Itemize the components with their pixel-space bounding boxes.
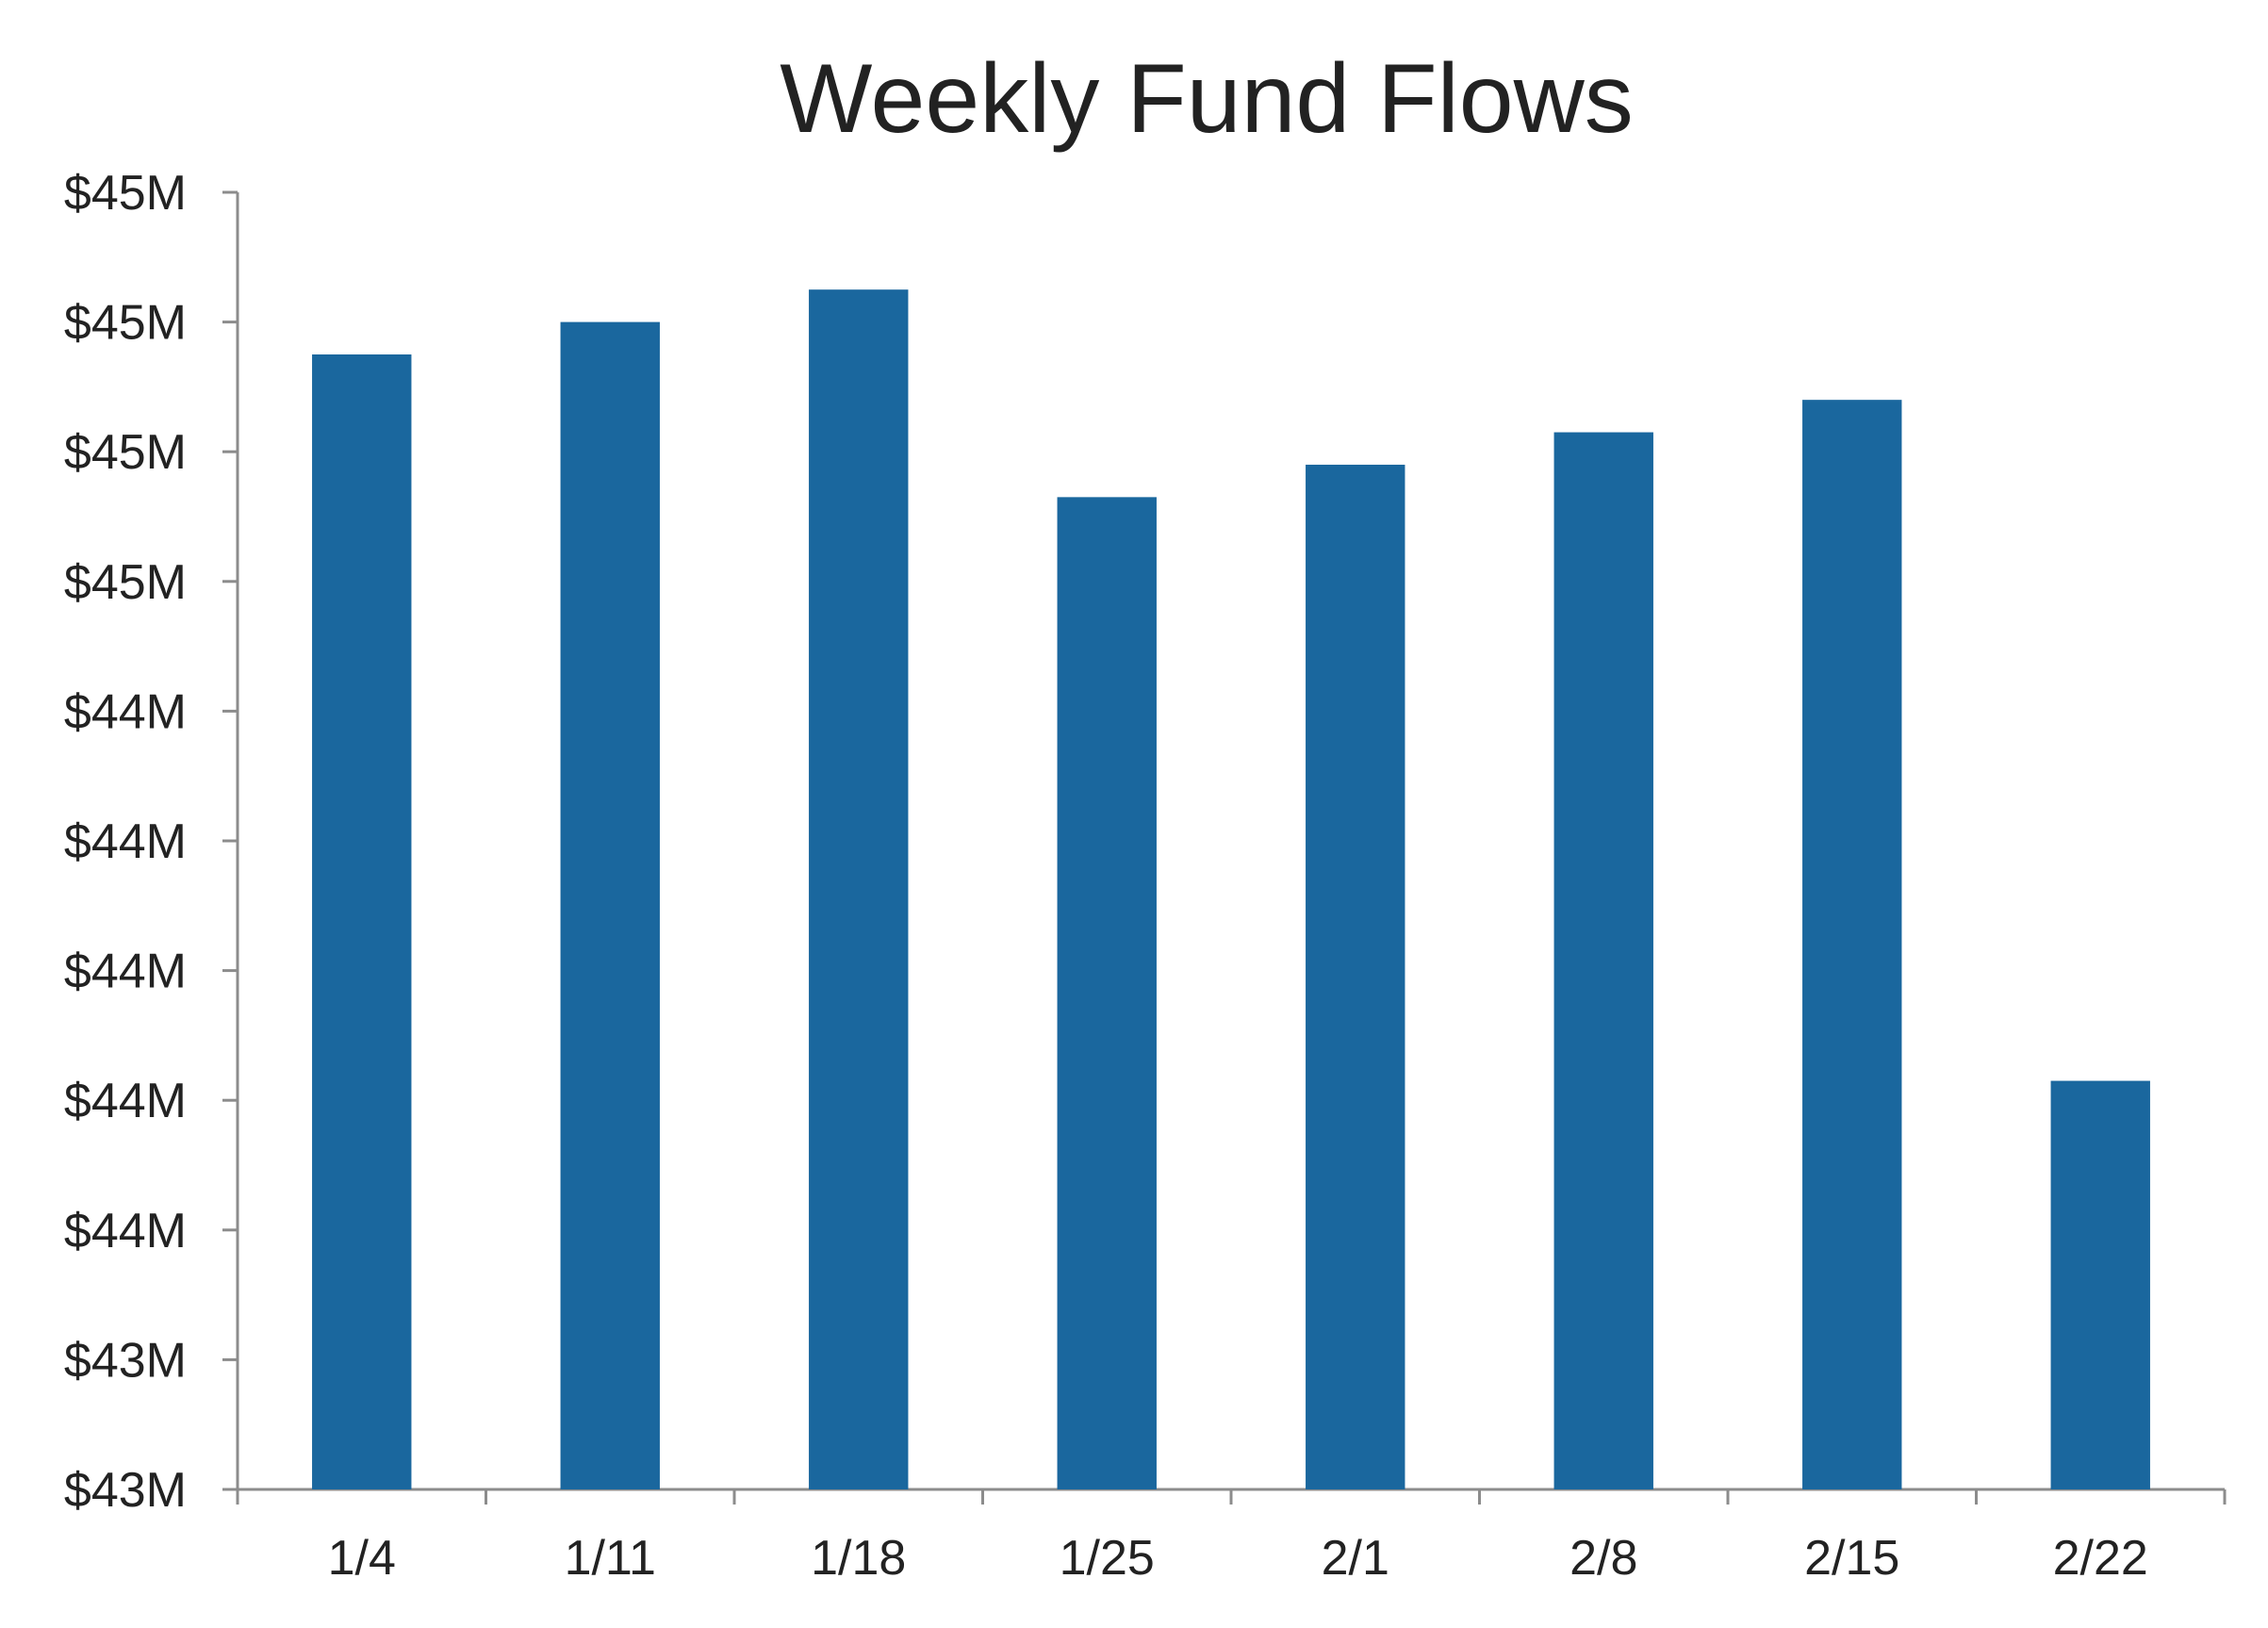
y-tick-label: $43M [64, 1463, 187, 1518]
y-tick-label: $43M [64, 1333, 187, 1388]
y-tick-label: $44M [64, 945, 187, 999]
bar-1-25 [1057, 497, 1157, 1489]
bars [312, 289, 2150, 1490]
bar-1-4 [312, 354, 412, 1489]
y-tick-label: $44M [64, 1074, 187, 1128]
bar-2-15 [1802, 400, 1902, 1489]
y-tick-label: $45M [64, 296, 187, 351]
y-axis: $43M $43M $44M $44M $44M $44M $44M $45M $45M $45M… [64, 166, 239, 1518]
x-axis: 1/4 1/11 1/18 1/25 2/1 2/8 2/15 2/22 [236, 1488, 2227, 1586]
chart-title: Weekly Fund Flows [780, 44, 1633, 154]
y-tick-label: $44M [64, 814, 187, 869]
x-tick-label: 1/11 [565, 1531, 656, 1586]
bar-1-18 [809, 289, 909, 1490]
y-tick-label: $45M [64, 166, 187, 221]
x-tick-label: 1/4 [328, 1531, 396, 1586]
y-tick-label: $44M [64, 1204, 187, 1258]
x-tick-label: 2/1 [1322, 1531, 1389, 1586]
bar-1-11 [560, 321, 660, 1490]
x-tick-label: 1/18 [811, 1531, 906, 1586]
bar-2-8 [1553, 432, 1653, 1489]
y-tick-label: $45M [64, 555, 187, 610]
y-tick-label: $45M [64, 425, 187, 480]
x-tick-label: 2/15 [1804, 1531, 1899, 1586]
x-tick-label: 2/22 [2053, 1531, 2148, 1586]
y-tick-label: $44M [64, 684, 187, 739]
x-tick-label: 2/8 [1570, 1531, 1637, 1586]
x-tick-label: 1/25 [1060, 1531, 1155, 1586]
bar-2-22 [2050, 1080, 2150, 1489]
bar-2-1 [1306, 464, 1405, 1490]
